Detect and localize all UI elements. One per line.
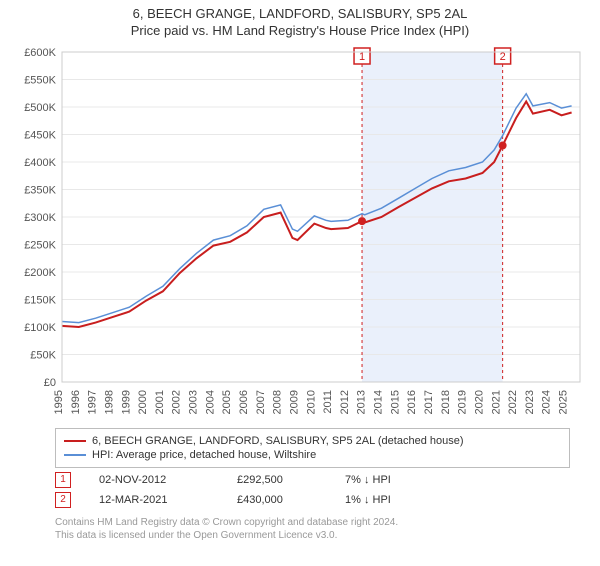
legend-label-hpi: HPI: Average price, detached house, Wilt… bbox=[92, 449, 316, 461]
svg-text:1: 1 bbox=[359, 51, 365, 63]
legend-label-property: 6, BEECH GRANGE, LANDFORD, SALISBURY, SP… bbox=[92, 435, 464, 447]
sale-row-1: 1 02-NOV-2012 £292,500 7% ↓ HPI bbox=[55, 472, 570, 488]
sale-marker-2: 2 bbox=[55, 492, 71, 508]
svg-text:2001: 2001 bbox=[154, 390, 166, 414]
sale-row-2: 2 12-MAR-2021 £430,000 1% ↓ HPI bbox=[55, 492, 570, 508]
svg-text:2021: 2021 bbox=[490, 390, 502, 414]
legend-item-hpi: HPI: Average price, detached house, Wilt… bbox=[64, 449, 561, 461]
legend: 6, BEECH GRANGE, LANDFORD, SALISBURY, SP… bbox=[55, 428, 570, 468]
svg-text:2013: 2013 bbox=[356, 390, 368, 414]
sales-table: 1 02-NOV-2012 £292,500 7% ↓ HPI 2 12-MAR… bbox=[55, 472, 570, 508]
svg-text:£350K: £350K bbox=[24, 185, 56, 197]
svg-text:£200K: £200K bbox=[24, 267, 56, 279]
sale-date-2: 12-MAR-2021 bbox=[99, 494, 209, 506]
svg-text:2025: 2025 bbox=[558, 390, 570, 414]
svg-text:2017: 2017 bbox=[423, 390, 435, 414]
legend-swatch-hpi bbox=[64, 454, 86, 456]
sale-diff-2: 1% ↓ HPI bbox=[345, 494, 435, 506]
svg-text:2014: 2014 bbox=[373, 390, 385, 414]
svg-text:£600K: £600K bbox=[24, 47, 56, 59]
svg-text:1997: 1997 bbox=[87, 390, 99, 414]
legend-swatch-property bbox=[64, 440, 86, 442]
title-address: 6, BEECH GRANGE, LANDFORD, SALISBURY, SP… bbox=[0, 6, 600, 21]
svg-text:2022: 2022 bbox=[507, 390, 519, 414]
svg-text:£500K: £500K bbox=[24, 102, 56, 114]
legend-item-property: 6, BEECH GRANGE, LANDFORD, SALISBURY, SP… bbox=[64, 435, 561, 447]
svg-text:2023: 2023 bbox=[524, 390, 536, 414]
svg-text:1995: 1995 bbox=[53, 390, 65, 414]
svg-text:2000: 2000 bbox=[137, 390, 149, 414]
svg-text:2015: 2015 bbox=[389, 390, 401, 414]
svg-text:1996: 1996 bbox=[70, 390, 82, 414]
sale-diff-1: 7% ↓ HPI bbox=[345, 474, 435, 486]
svg-text:2002: 2002 bbox=[171, 390, 183, 414]
footer-licence: This data is licensed under the Open Gov… bbox=[55, 529, 570, 542]
svg-text:2024: 2024 bbox=[541, 390, 553, 414]
footer: Contains HM Land Registry data © Crown c… bbox=[55, 516, 570, 542]
svg-text:2008: 2008 bbox=[272, 390, 284, 414]
svg-text:2020: 2020 bbox=[473, 390, 485, 414]
svg-text:2016: 2016 bbox=[406, 390, 418, 414]
svg-text:2005: 2005 bbox=[221, 390, 233, 414]
svg-text:£300K: £300K bbox=[24, 212, 56, 224]
chart-area: £0 £50K £100K £150K £200K £250K £300K £350K £400… bbox=[10, 42, 590, 422]
svg-text:£100K: £100K bbox=[24, 322, 56, 334]
svg-text:£400K: £400K bbox=[24, 157, 56, 169]
svg-text:2009: 2009 bbox=[288, 390, 300, 414]
line-chart: £0 £50K £100K £150K £200K £250K £300K £350K £400… bbox=[10, 42, 590, 422]
sale-price-2: £430,000 bbox=[237, 494, 317, 506]
svg-text:2: 2 bbox=[500, 51, 506, 63]
svg-text:1999: 1999 bbox=[120, 390, 132, 414]
svg-text:£250K: £250K bbox=[24, 240, 56, 252]
svg-text:£550K: £550K bbox=[24, 75, 56, 87]
svg-text:1998: 1998 bbox=[103, 390, 115, 414]
svg-text:2018: 2018 bbox=[440, 390, 452, 414]
svg-text:2003: 2003 bbox=[188, 390, 200, 414]
svg-text:2010: 2010 bbox=[305, 390, 317, 414]
svg-text:£150K: £150K bbox=[24, 295, 56, 307]
svg-text:2004: 2004 bbox=[204, 390, 216, 414]
svg-text:2019: 2019 bbox=[457, 390, 469, 414]
svg-text:2012: 2012 bbox=[339, 390, 351, 414]
svg-text:£450K: £450K bbox=[24, 130, 56, 142]
svg-text:2011: 2011 bbox=[322, 390, 334, 414]
svg-text:£0: £0 bbox=[44, 377, 56, 389]
title-subtitle: Price paid vs. HM Land Registry's House … bbox=[0, 23, 600, 38]
sale-marker-1: 1 bbox=[55, 472, 71, 488]
svg-text:2006: 2006 bbox=[238, 390, 250, 414]
svg-text:£50K: £50K bbox=[30, 350, 56, 362]
sale-date-1: 02-NOV-2012 bbox=[99, 474, 209, 486]
sale-price-1: £292,500 bbox=[237, 474, 317, 486]
svg-text:2007: 2007 bbox=[255, 390, 267, 414]
footer-copyright: Contains HM Land Registry data © Crown c… bbox=[55, 516, 570, 529]
